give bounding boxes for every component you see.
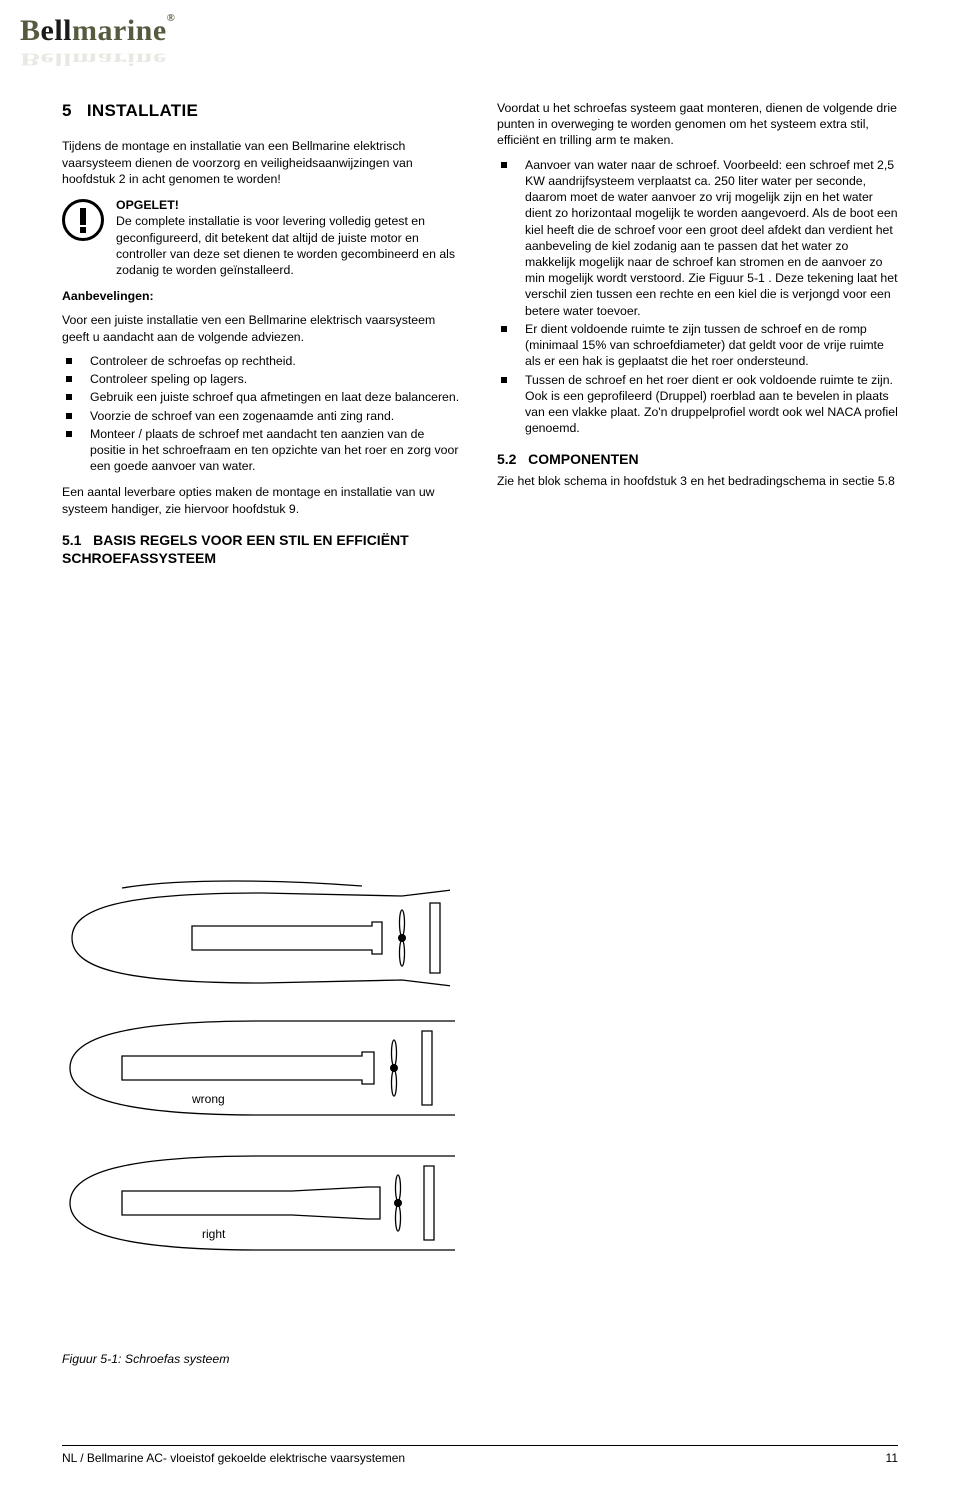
options-paragraph: Een aantal leverbare opties maken de mon… bbox=[62, 484, 463, 516]
subsection-5-2-body: Zie het blok schema in hoofdstuk 3 en he… bbox=[497, 473, 898, 489]
considerations-list: Aanvoer van water naar de schroef. Voorb… bbox=[497, 157, 898, 437]
logo-reg: ® bbox=[167, 12, 176, 24]
brand-logo-reflection: Bellmarine bbox=[20, 49, 167, 69]
list-item: Controleer speling op lagers. bbox=[62, 371, 463, 387]
right-column: Voordat u het schroefas systeem gaat mon… bbox=[497, 100, 898, 572]
figure-area: wrong right bbox=[62, 878, 462, 1273]
diagram-top bbox=[62, 878, 462, 998]
footer-left: NL / Bellmarine AC- vloeistof gekoelde e… bbox=[62, 1451, 405, 1465]
list-item: Controleer de schroefas op rechtheid. bbox=[62, 353, 463, 369]
figure-caption: Figuur 5-1: Schroefas systeem bbox=[62, 1352, 229, 1366]
subsection-5-2-title: COMPONENTEN bbox=[528, 451, 638, 467]
section-title: INSTALLATIE bbox=[87, 101, 198, 120]
warning-body: De complete installatie is voor levering… bbox=[116, 213, 463, 278]
logo-post: marine bbox=[72, 14, 167, 47]
subsection-5-1-title: BASIS REGELS VOOR EEN STIL EN EFFICIËNT … bbox=[62, 532, 409, 566]
recommendations-list: Controleer de schroefas op rechtheid. Con… bbox=[62, 353, 463, 475]
warning-title: OPGELET! bbox=[116, 197, 463, 213]
list-item: Gebruik een juiste schroef qua afmetinge… bbox=[62, 389, 463, 405]
subsection-5-2: 5.2 COMPONENTEN bbox=[497, 450, 898, 468]
warning-icon bbox=[62, 199, 104, 241]
svg-text:right: right bbox=[202, 1227, 226, 1241]
right-intro-paragraph: Voordat u het schroefas systeem gaat mon… bbox=[497, 100, 898, 149]
list-item: Tussen de schroef en het roer dient er o… bbox=[497, 372, 898, 437]
recommendations-intro: Voor een juiste installatie ven een Bell… bbox=[62, 312, 463, 344]
svg-text:wrong: wrong bbox=[191, 1092, 225, 1106]
list-item: Er dient voldoende ruimte te zijn tussen… bbox=[497, 321, 898, 370]
list-item: Aanvoer van water naar de schroef. Voorb… bbox=[497, 157, 898, 319]
diagram-right: right bbox=[62, 1138, 462, 1268]
list-item: Monteer / plaats de schroef met aandacht… bbox=[62, 426, 463, 475]
recommendations-label: Aanbevelingen: bbox=[62, 288, 463, 304]
warning-block: OPGELET! De complete installatie is voor… bbox=[62, 197, 463, 278]
section-number: 5 bbox=[62, 101, 72, 120]
subsection-5-1-number: 5.1 bbox=[62, 532, 81, 548]
section-heading: 5 INSTALLATIE bbox=[62, 100, 463, 122]
subsection-5-1: 5.1 BASIS REGELS VOOR EEN STIL EN EFFICI… bbox=[62, 531, 463, 568]
left-column: 5 INSTALLATIE Tijdens de montage en inst… bbox=[62, 100, 463, 572]
warning-text: OPGELET! De complete installatie is voor… bbox=[116, 197, 463, 278]
page-footer: NL / Bellmarine AC- vloeistof gekoelde e… bbox=[62, 1445, 898, 1465]
content-columns: 5 INSTALLATIE Tijdens de montage en inst… bbox=[62, 100, 898, 572]
logo-pre: B bbox=[20, 14, 41, 47]
page: Bellmarine® Bellmarine 5 INSTALLATIE Tij… bbox=[0, 0, 960, 1491]
brand-logo: Bellmarine® bbox=[20, 14, 175, 48]
list-item: Voorzie de schroef van een zogenaamde an… bbox=[62, 408, 463, 424]
subsection-5-2-number: 5.2 bbox=[497, 451, 516, 467]
logo-mid: ell bbox=[41, 14, 73, 47]
footer-page-number: 11 bbox=[886, 1451, 898, 1465]
intro-paragraph: Tijdens de montage en installatie van ee… bbox=[62, 138, 463, 187]
diagram-wrong: wrong bbox=[62, 1003, 462, 1133]
